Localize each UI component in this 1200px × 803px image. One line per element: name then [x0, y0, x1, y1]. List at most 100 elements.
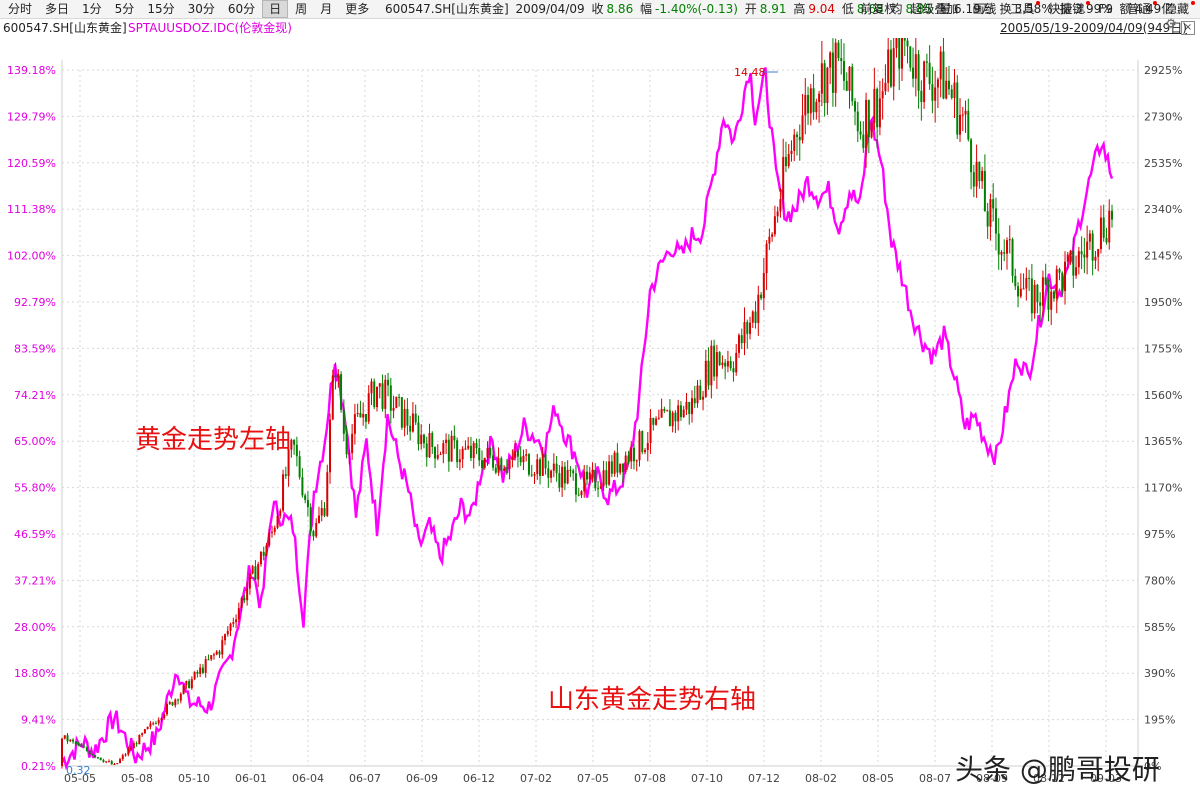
candle-body: [983, 170, 986, 212]
candle-body: [945, 80, 948, 99]
candle-body: [870, 122, 873, 138]
quote-turnover: 3.58%: [1014, 2, 1053, 16]
candle-body: [732, 368, 735, 373]
candle-body: [685, 402, 688, 410]
candle-body: [997, 233, 1000, 255]
x-axis-tick: 05-08: [121, 772, 153, 785]
candle-body: [345, 433, 348, 455]
candle-body: [657, 417, 660, 419]
quote-high-label: 高: [793, 2, 806, 16]
candle-body: [146, 726, 149, 730]
candle-body: [456, 440, 459, 463]
candle-body: [193, 672, 196, 680]
period-tab-7[interactable]: 日: [262, 0, 289, 18]
candle-body: [478, 448, 481, 461]
tool-button-0[interactable]: 前复权: [860, 2, 897, 16]
candle-body: [196, 672, 199, 674]
candle-body: [409, 425, 412, 432]
candle-body: [820, 63, 823, 94]
quote-close-label: 收: [591, 2, 604, 16]
tool-button-6[interactable]: 普通: [1120, 0, 1158, 18]
candle-body: [221, 640, 224, 655]
period-tab-5[interactable]: 30分: [187, 2, 215, 16]
candle-body: [959, 114, 962, 135]
candle-body: [834, 42, 837, 93]
period-tab-1[interactable]: 多日: [45, 2, 70, 16]
tool-button-7[interactable]: 隐藏: [1158, 0, 1196, 18]
candle-body: [807, 95, 810, 114]
candle-body: [978, 161, 981, 182]
candle-body: [284, 474, 287, 476]
candle-body: [660, 408, 663, 418]
candle-body: [323, 508, 326, 516]
candle-body: [320, 508, 323, 516]
candle-body: [784, 156, 787, 167]
candle-body: [793, 134, 796, 151]
candle-body: [920, 90, 923, 103]
candle-body: [414, 413, 417, 423]
candle-body: [204, 659, 207, 673]
candle-body: [353, 414, 356, 434]
candle-body: [970, 139, 973, 173]
tool-button-4[interactable]: 快捷键: [1041, 0, 1091, 18]
candle-body: [331, 375, 334, 420]
right-axis-tick: 1365%: [1144, 435, 1182, 448]
candle-body: [655, 418, 658, 425]
candle-body: [754, 311, 757, 324]
candle-body: [453, 435, 456, 441]
period-tab-0[interactable]: 分时: [8, 2, 33, 16]
candle-body: [445, 439, 448, 444]
left-axis-tick: 65.00%: [14, 435, 56, 448]
period-tab-2[interactable]: 1分: [82, 2, 102, 16]
x-axis-tick: 06-07: [349, 772, 381, 785]
overlay-index-name[interactable]: SPTAUUSDOZ.IDC(伦敦金现): [128, 21, 292, 35]
settings-gear-icon[interactable]: ⚙: [1165, 17, 1177, 32]
candle-body: [1058, 269, 1061, 273]
candle-body: [282, 474, 285, 511]
candle-body: [923, 61, 926, 103]
candle-body: [953, 82, 956, 98]
price-chart[interactable]: 0.21% 0% 9.41% 195% 18.80% 390% 28.00% 585% 37.2…: [0, 38, 1200, 803]
x-axis-tick: 06-12: [463, 772, 495, 785]
candle-body: [1025, 277, 1028, 289]
tool-button-2[interactable]: 画线: [972, 2, 997, 16]
right-axis-tick: 390%: [1144, 667, 1175, 680]
period-tab-8[interactable]: 周: [295, 2, 308, 16]
candle-body: [735, 352, 738, 373]
security-name[interactable]: 600547.SH[山东黄金]: [3, 21, 127, 35]
candle-body: [138, 735, 141, 745]
period-tab-10[interactable]: 更多: [345, 2, 370, 16]
candle-body: [177, 699, 180, 701]
candle-body: [912, 67, 915, 79]
candle-body: [729, 361, 732, 369]
candle-body: [246, 588, 249, 601]
tool-button-3[interactable]: 工具: [1003, 0, 1041, 18]
candle-body: [72, 739, 75, 742]
candle-body: [326, 472, 329, 516]
date-range[interactable]: 2005/05/19-2009/04/09(949日): [1000, 21, 1187, 35]
quote-change-label: 幅: [640, 2, 653, 16]
tool-button-5[interactable]: F9: [1098, 2, 1113, 16]
period-tab-3[interactable]: 5分: [114, 2, 135, 16]
quote-high: 9.04: [808, 2, 836, 16]
candle-body: [917, 54, 920, 91]
close-icon[interactable]: ×: [1181, 21, 1195, 35]
candle-body: [815, 102, 818, 113]
tool-button-1[interactable]: 超级叠加: [910, 2, 959, 16]
candle-body: [550, 470, 553, 478]
high-price-marker: 14.48: [734, 66, 766, 79]
period-tab-4[interactable]: 15分: [147, 2, 175, 16]
candle-body: [583, 471, 586, 492]
candle-body: [210, 655, 213, 660]
left-axis-tick: 120.59%: [7, 157, 56, 170]
left-axis-tick: 9.41%: [21, 714, 56, 727]
candle-body: [461, 448, 464, 460]
candle-body: [110, 761, 113, 765]
candle-body: [1033, 284, 1036, 314]
period-tab-9[interactable]: 月: [320, 2, 333, 16]
quote-close: 8.86: [606, 2, 634, 16]
candle-body: [986, 211, 989, 227]
x-axis-tick: 07-08: [634, 772, 666, 785]
period-tab-6[interactable]: 60分: [227, 2, 256, 16]
left-axis-annotation: 黄金走势左轴: [135, 425, 291, 455]
